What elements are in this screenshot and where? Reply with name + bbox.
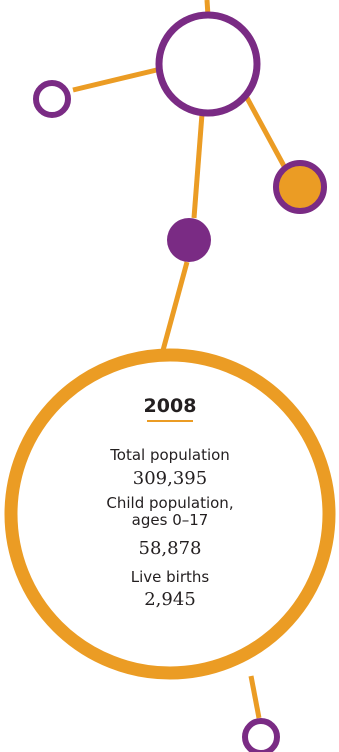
connector-line-left <box>72 65 166 93</box>
child-population-label: Child population, ages 0–17 <box>106 494 234 529</box>
year-heading: 2008 <box>143 395 197 417</box>
right-orange-node <box>273 160 327 214</box>
bottom-small-node <box>242 718 280 752</box>
left-small-node <box>33 80 71 118</box>
live-births-value: 2,945 <box>144 589 196 610</box>
total-population-label: Total population <box>110 446 230 464</box>
connector-line-lower <box>159 261 190 355</box>
top-node <box>155 11 261 117</box>
connector-line-bottom <box>248 675 262 719</box>
total-population-value: 309,395 <box>132 468 208 489</box>
year-underline <box>147 420 193 422</box>
main-data-ring <box>4 348 336 680</box>
live-births-label: Live births <box>130 568 210 586</box>
connector-line-middle <box>191 113 205 219</box>
connector-line-right <box>243 94 287 168</box>
child-population-value: 58,878 <box>138 538 202 559</box>
purple-solid-node <box>167 218 211 262</box>
